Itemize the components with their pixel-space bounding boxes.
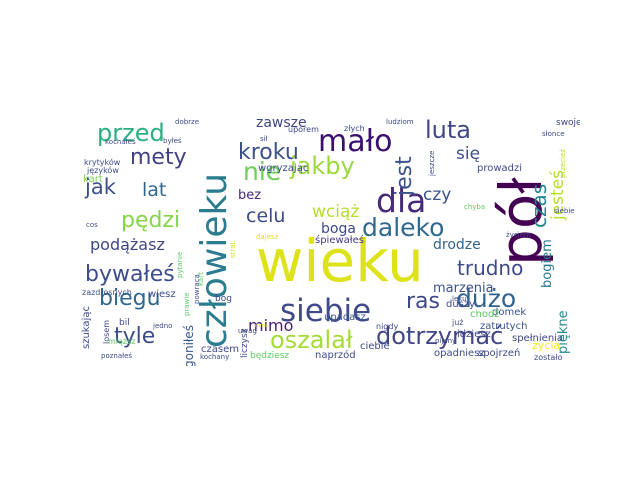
- word: śpiewałeś: [315, 235, 364, 246]
- word: wciąż: [312, 202, 360, 222]
- word: prawie: [183, 292, 191, 316]
- word: siebie: [554, 207, 575, 215]
- word: goniłeś: [182, 325, 196, 366]
- word-cloud: wieku pół człowieku siebie dla mało nie …: [80, 116, 580, 366]
- word: ludziom: [386, 118, 414, 126]
- word: zazdrosnych: [82, 288, 132, 297]
- word: oszalał: [270, 326, 353, 354]
- word: siebie: [280, 293, 372, 329]
- word: kochałeś: [105, 138, 136, 146]
- word: czas: [527, 183, 551, 228]
- word: daleko: [362, 213, 445, 242]
- word: jest: [392, 156, 417, 196]
- word: sił: [260, 135, 268, 143]
- word: bez: [238, 188, 262, 203]
- word: wgryzając: [258, 163, 309, 174]
- word: czy: [423, 185, 452, 205]
- word: miąższ: [108, 337, 136, 346]
- word: krytyków: [84, 158, 121, 167]
- word: trudno: [457, 256, 524, 280]
- word: kroku: [238, 140, 299, 165]
- word: pędzi: [121, 208, 181, 233]
- word: człowieku: [194, 172, 235, 348]
- word: bogiem: [540, 239, 555, 288]
- word: opadniesz: [434, 348, 485, 359]
- word: duszy: [446, 299, 476, 310]
- word: będziesz: [250, 351, 290, 361]
- word: pytanie: [176, 251, 184, 278]
- word: prowadzi: [477, 163, 523, 174]
- word: kochany: [200, 353, 230, 361]
- word: uporem: [288, 125, 319, 134]
- word: wieku: [256, 227, 424, 295]
- word: już: [452, 318, 464, 327]
- word: strat: [229, 241, 237, 258]
- word: ras: [406, 289, 440, 314]
- word: przecież: [559, 148, 567, 178]
- word: dla: [376, 181, 427, 220]
- word: jak: [85, 175, 116, 199]
- word: nigdy: [376, 322, 399, 331]
- word: pijany: [435, 337, 457, 345]
- word: wiesz: [148, 289, 176, 300]
- word: mety: [130, 145, 187, 170]
- word: jeszcze: [428, 150, 436, 176]
- word: zostało: [534, 353, 563, 362]
- word: marzenia: [433, 281, 494, 296]
- word: mimo: [248, 316, 294, 335]
- word: dotrzymać: [376, 322, 504, 350]
- word: lat: [142, 179, 167, 201]
- word: ciebie: [360, 341, 390, 352]
- word: dobrze: [175, 118, 200, 126]
- word: kart: [197, 272, 205, 286]
- word: nie: [243, 157, 282, 186]
- word: poznałeś: [101, 352, 133, 360]
- word: swoje: [556, 118, 580, 128]
- word: spojrzeń: [478, 348, 521, 359]
- word: mało: [318, 124, 393, 159]
- word: byłeś: [163, 137, 182, 145]
- word: naprzód: [315, 350, 356, 361]
- word: bil: [119, 318, 130, 328]
- word: celu: [246, 205, 286, 227]
- word: języków: [87, 166, 119, 175]
- word: uwag: [238, 327, 257, 335]
- word: dajesz: [256, 233, 279, 241]
- word: zawsze: [256, 116, 307, 131]
- word: luta: [425, 116, 471, 144]
- word: chyba: [464, 203, 486, 211]
- word: jakby: [290, 152, 355, 180]
- word: życiem: [506, 231, 531, 239]
- word: podążasz: [90, 235, 165, 254]
- word: idziesz: [457, 329, 491, 340]
- word: leku: [452, 295, 467, 303]
- word: chodź: [470, 309, 500, 320]
- word: złych: [344, 124, 365, 133]
- word: domek: [492, 307, 527, 318]
- word: tyle: [114, 324, 156, 349]
- word: kart: [83, 174, 103, 185]
- word: jedno: [153, 322, 173, 330]
- word: przed: [97, 119, 165, 147]
- word: rams: [255, 323, 268, 329]
- word: upadasz: [324, 312, 366, 323]
- word: czasem: [201, 344, 239, 355]
- word: słonce: [542, 130, 565, 138]
- word: drodze: [433, 237, 481, 253]
- word: bywałeś: [85, 262, 175, 287]
- word: szukając: [81, 306, 92, 349]
- word: życia: [532, 339, 561, 352]
- word: się: [456, 144, 481, 164]
- word: spełnienia: [512, 333, 564, 344]
- word: boga: [321, 221, 356, 237]
- word: cos: [86, 221, 98, 229]
- word: zatrutych: [480, 321, 528, 332]
- word: bóg: [215, 294, 232, 304]
- word: biegu: [99, 286, 161, 311]
- word: dużo: [456, 284, 517, 313]
